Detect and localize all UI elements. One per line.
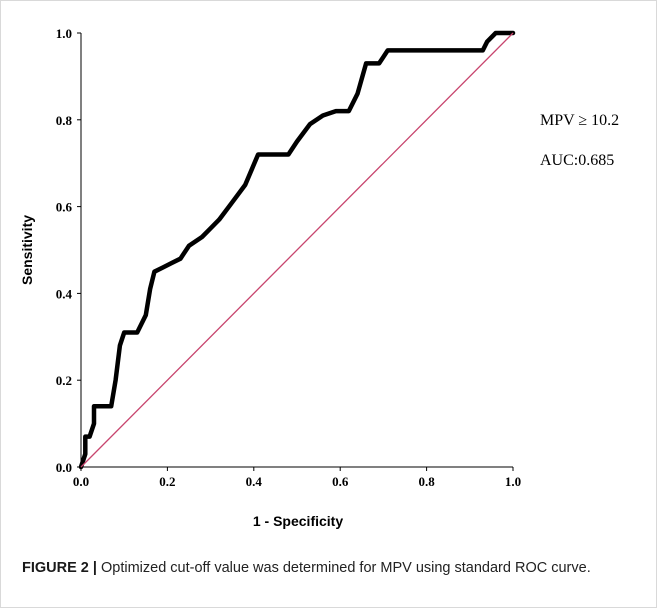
roc-chart: 0.0 0.2 0.4 0.6 0.8 1.0 0.0 0.2 0.4 0.6 0.8 1.0 1 -… <box>19 26 619 529</box>
axes <box>77 32 514 471</box>
caption-label: FIGURE 2 | <box>22 560 97 576</box>
y-tick-label: 0.2 <box>56 373 72 388</box>
x-tick-label: 0.8 <box>418 474 435 489</box>
x-tick-label: 0.6 <box>332 474 349 489</box>
y-tick-label: 0.4 <box>56 286 73 301</box>
tick-labels: 0.0 0.2 0.4 0.6 0.8 1.0 0.0 0.2 0.4 0.6 0.8 1.0 <box>56 26 521 489</box>
y-axis-title: Sensitivity <box>19 215 35 285</box>
y-tick-label: 0.6 <box>56 200 73 215</box>
series <box>78 30 516 470</box>
y-tick-label: 0.0 <box>56 460 72 475</box>
roc-curve-line <box>78 30 516 470</box>
figure: 0.0 0.2 0.4 0.6 0.8 1.0 0.0 0.2 0.4 0.6 0.8 1.0 1 -… <box>1 1 657 546</box>
caption-text: Optimized cut-off value was determined f… <box>96 560 591 576</box>
x-tick-label: 0.2 <box>159 474 175 489</box>
reference-diagonal-line <box>80 32 514 468</box>
auc-annotation: AUC:0.685 <box>540 152 614 169</box>
x-tick-label: 1.0 <box>505 474 521 489</box>
cutoff-annotation: MPV ≥ 10.2 <box>540 112 619 129</box>
x-tick-label: 0.0 <box>73 474 89 489</box>
y-tick-label: 1.0 <box>56 26 72 41</box>
x-axis-title: 1 - Specificity <box>253 513 343 529</box>
x-tick-label: 0.4 <box>246 474 263 489</box>
y-tick-label: 0.8 <box>56 113 73 128</box>
figure-caption: FIGURE 2 | Optimized cut-off value was d… <box>22 558 642 578</box>
